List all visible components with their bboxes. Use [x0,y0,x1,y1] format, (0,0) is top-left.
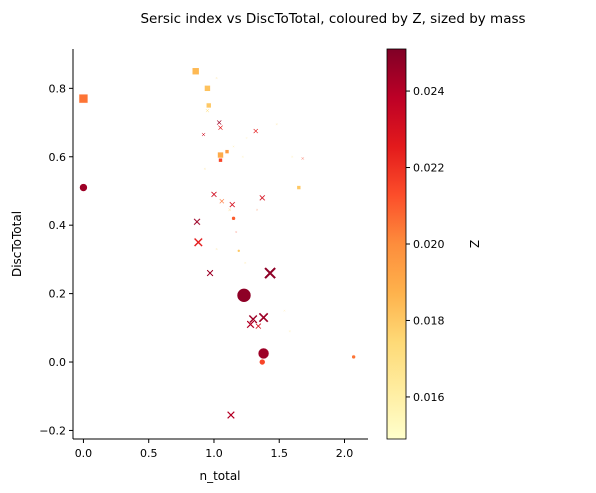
data-point [257,347,270,360]
y-tick-label: 0.2 [49,288,67,301]
data-point [255,322,262,330]
y-tick-label: 0.0 [49,356,67,369]
data-point [255,208,259,212]
colorbar-tick-label: 0.022 [413,162,445,175]
x-tick-label: 0.5 [140,447,158,460]
y-tick-label: 0.8 [49,82,67,95]
plot-area: 0.0 0.5 1.0 1.5 2.0 −0.2 0.0 0.2 0.4 0.6 0.8 [39,49,368,460]
data-point [215,76,218,80]
data-point [218,198,225,205]
y-axis-label: DiscToTotal [10,211,24,277]
data-point [205,102,212,109]
data-points [78,67,356,420]
data-point [216,119,223,126]
colorbar-tick-label: 0.020 [413,238,445,251]
x-tick-label: 0.0 [75,447,93,460]
data-point [203,167,207,171]
data-point [227,207,232,212]
data-point [300,156,305,161]
data-point [193,217,201,226]
data-point [234,230,238,234]
colorbar-ticks: 0.016 0.018 0.020 0.022 0.024 [406,85,445,404]
x-tick-label: 1.0 [205,447,223,460]
data-point [275,122,278,126]
y-tick-label: −0.2 [39,424,66,437]
data-point [252,128,259,134]
data-point [245,136,248,140]
data-point [78,93,89,104]
y-tick-label: 0.6 [49,151,67,164]
data-point [224,149,230,154]
data-point [218,157,223,163]
data-point [243,261,247,265]
data-point [205,108,210,113]
x-tick-label: 2.0 [336,447,354,460]
y-ticks: −0.2 0.0 0.2 0.4 0.6 0.8 [39,82,73,437]
data-point [263,266,277,280]
data-point [258,358,266,366]
x-axis-label: n_total [199,469,240,483]
data-point [258,194,266,202]
data-point [241,155,245,159]
data-point [201,132,206,137]
colorbar: 0.016 0.018 0.020 0.022 0.024 Z [386,48,481,440]
data-point [191,67,200,76]
colorbar-gradient [386,48,407,440]
data-point [228,201,236,209]
data-point [206,269,214,277]
data-point [258,312,269,323]
data-point [351,354,356,360]
data-point [217,124,224,131]
data-point [193,237,204,248]
data-point [217,151,224,159]
data-point [204,85,211,92]
colorbar-tick-label: 0.018 [413,314,445,327]
colorbar-tick-label: 0.024 [413,85,445,98]
data-point [210,191,218,198]
data-point [79,183,88,192]
data-point [296,185,302,190]
y-tick-label: 0.4 [49,219,67,232]
data-point [231,216,236,221]
data-point [226,410,236,420]
data-point [232,145,235,148]
colorbar-tick-label: 0.016 [413,391,445,404]
data-point [246,320,255,329]
data-point [290,155,294,159]
data-point [283,309,286,313]
colorbar-label: Z [467,240,481,248]
chart-title: Sersic index vs DiscToTotal, coloured by… [140,11,525,27]
data-point [236,288,252,303]
data-point [215,247,218,251]
data-point [236,249,241,253]
x-ticks: 0.0 0.5 1.0 1.5 2.0 [75,439,354,460]
data-point [288,329,292,333]
x-tick-label: 1.5 [270,447,288,460]
